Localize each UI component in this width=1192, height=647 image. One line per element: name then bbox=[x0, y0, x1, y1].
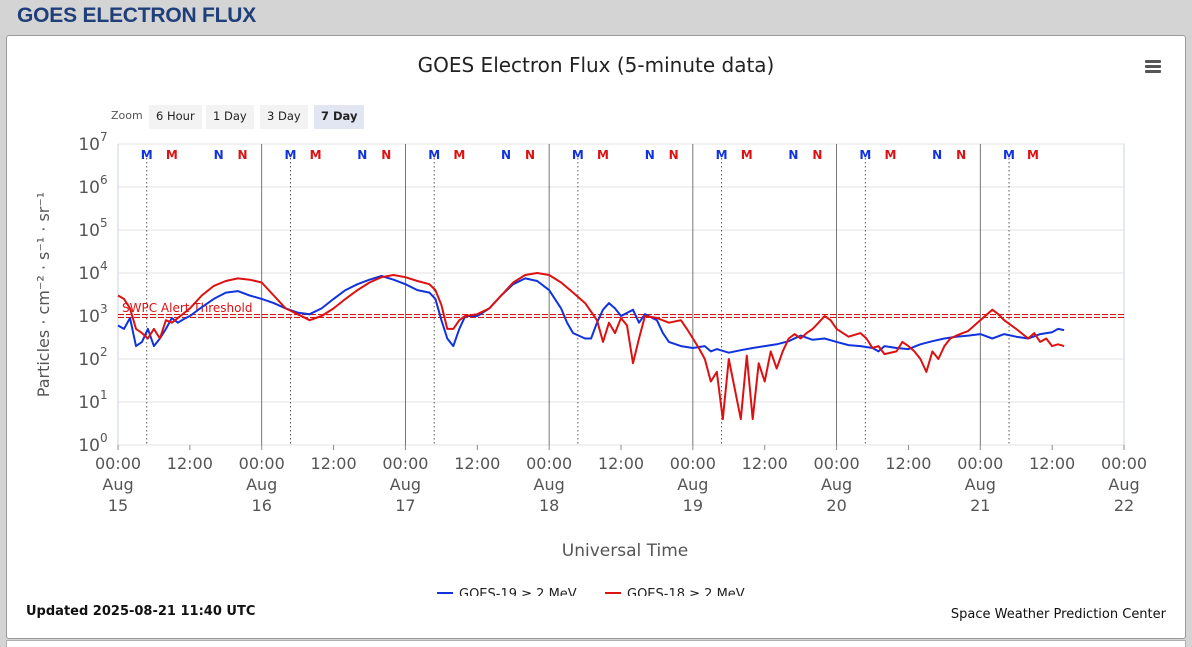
local-time-marker: N bbox=[381, 148, 391, 162]
y-tick-label: 10 bbox=[78, 178, 100, 198]
local-time-marker: M bbox=[166, 148, 178, 162]
zoom-7-day-button[interactable]: 7 Day bbox=[314, 105, 365, 129]
y-tick-label: 10 bbox=[78, 264, 100, 284]
x-tick-label: 00:00 bbox=[957, 454, 1003, 473]
chart-title: GOES Electron Flux (5-minute data) bbox=[417, 53, 775, 77]
local-time-marker: N bbox=[238, 148, 248, 162]
x-tick-label: 00:00 bbox=[95, 454, 141, 473]
zoom-1-day-button[interactable]: 1 Day bbox=[206, 105, 254, 129]
x-tick-label: Aug bbox=[821, 475, 852, 494]
credit-text: Space Weather Prediction Center bbox=[950, 607, 1166, 622]
local-time-marker: M bbox=[716, 148, 728, 162]
local-time-marker: N bbox=[932, 148, 942, 162]
x-tick-label: 00:00 bbox=[239, 454, 285, 473]
x-tick-label: 17 bbox=[395, 496, 415, 515]
local-time-marker: M bbox=[428, 148, 440, 162]
local-time-marker: M bbox=[1003, 148, 1015, 162]
x-tick-label: 18 bbox=[539, 496, 559, 515]
x-tick-label: 15 bbox=[108, 496, 128, 515]
zoom-3-day-button[interactable]: 3 Day bbox=[260, 105, 308, 129]
local-time-marker: M bbox=[453, 148, 465, 162]
threshold-label: SWPC Alert Threshold bbox=[122, 301, 252, 315]
x-tick-label: Aug bbox=[965, 475, 996, 494]
x-tick-label: 19 bbox=[683, 496, 703, 515]
zoom-label: Zoom bbox=[111, 109, 143, 122]
y-tick-label: 10 bbox=[78, 307, 100, 327]
x-tick-label: 00:00 bbox=[526, 454, 572, 473]
x-tick-label: 00:00 bbox=[382, 454, 428, 473]
x-tick-label: 22 bbox=[1114, 496, 1134, 515]
local-time-marker: N bbox=[956, 148, 966, 162]
local-time-marker: M bbox=[597, 148, 609, 162]
local-time-marker: N bbox=[669, 148, 679, 162]
x-tick-label: 20 bbox=[826, 496, 846, 515]
x-tick-label: 12:00 bbox=[1029, 454, 1075, 473]
y-tick-exponent: 4 bbox=[100, 259, 108, 273]
y-tick-label: 10 bbox=[78, 436, 100, 456]
x-tick-label: Aug bbox=[534, 475, 565, 494]
x-tick-label: 12:00 bbox=[454, 454, 500, 473]
x-tick-label: 00:00 bbox=[814, 454, 860, 473]
local-time-marker: N bbox=[357, 148, 367, 162]
local-time-marker: M bbox=[310, 148, 322, 162]
x-tick-label: Aug bbox=[102, 475, 133, 494]
plot-area bbox=[117, 143, 1125, 446]
local-time-marker: M bbox=[859, 148, 871, 162]
y-tick-label: 10 bbox=[78, 350, 100, 370]
x-tick-label: 12:00 bbox=[311, 454, 357, 473]
legend-entry: GOES-18 ≥ 2 MeV bbox=[627, 587, 745, 596]
y-tick-label: 10 bbox=[78, 393, 100, 413]
local-time-marker: N bbox=[812, 148, 822, 162]
local-time-marker: N bbox=[214, 148, 224, 162]
page-header: GOES ELECTRON FLUX bbox=[0, 0, 1192, 34]
x-tick-label: 00:00 bbox=[670, 454, 716, 473]
x-tick-label: 12:00 bbox=[885, 454, 931, 473]
y-tick-exponent: 7 bbox=[100, 130, 108, 144]
x-tick-label: Aug bbox=[677, 475, 708, 494]
local-time-marker: M bbox=[284, 148, 296, 162]
y-tick-label: 10 bbox=[78, 135, 100, 155]
y-tick-label: 10 bbox=[78, 221, 100, 241]
zoom-6-hour-button[interactable]: 6 Hour bbox=[149, 105, 202, 129]
hamburger-menu-icon[interactable] bbox=[1145, 60, 1161, 74]
local-time-marker: N bbox=[525, 148, 535, 162]
x-tick-label: 12:00 bbox=[598, 454, 644, 473]
local-time-marker: M bbox=[572, 148, 584, 162]
series-line-goes-18 bbox=[117, 272, 1065, 421]
y-tick-exponent: 6 bbox=[100, 173, 108, 187]
local-time-marker: M bbox=[884, 148, 896, 162]
page-title: GOES ELECTRON FLUX bbox=[17, 4, 257, 27]
local-time-marker: M bbox=[741, 148, 753, 162]
local-time-marker: N bbox=[788, 148, 798, 162]
series-line-goes-19 bbox=[117, 275, 1065, 354]
x-tick-label: 12:00 bbox=[742, 454, 788, 473]
y-tick-exponent: 1 bbox=[100, 388, 108, 402]
y-tick-exponent: 5 bbox=[100, 216, 108, 230]
x-tick-label: 21 bbox=[970, 496, 990, 515]
local-time-marker: N bbox=[501, 148, 511, 162]
y-tick-exponent: 2 bbox=[100, 345, 108, 359]
local-time-marker: N bbox=[645, 148, 655, 162]
updated-timestamp: Updated 2025-08-21 11:40 UTC bbox=[26, 604, 256, 619]
x-tick-label: Aug bbox=[246, 475, 277, 494]
x-tick-label: 00:00 bbox=[1101, 454, 1147, 473]
next-panel-edge bbox=[6, 640, 1186, 647]
local-time-marker: M bbox=[1027, 148, 1039, 162]
y-tick-exponent: 3 bbox=[100, 302, 108, 316]
chart-panel: GOES Electron Flux (5-minute data) Zoom … bbox=[6, 35, 1186, 639]
y-tick-exponent: 0 bbox=[100, 431, 108, 445]
x-tick-label: 16 bbox=[252, 496, 272, 515]
local-time-marker: M bbox=[141, 148, 153, 162]
x-tick-label: Aug bbox=[390, 475, 421, 494]
x-tick-label: 12:00 bbox=[167, 454, 213, 473]
x-tick-label: Aug bbox=[1108, 475, 1139, 494]
legend-entry: GOES-19 ≥ 2 MeV bbox=[459, 587, 577, 596]
x-axis-label: Universal Time bbox=[562, 541, 688, 561]
y-axis-label: Particles · cm⁻² · s⁻¹ · sr⁻¹ bbox=[34, 192, 53, 397]
